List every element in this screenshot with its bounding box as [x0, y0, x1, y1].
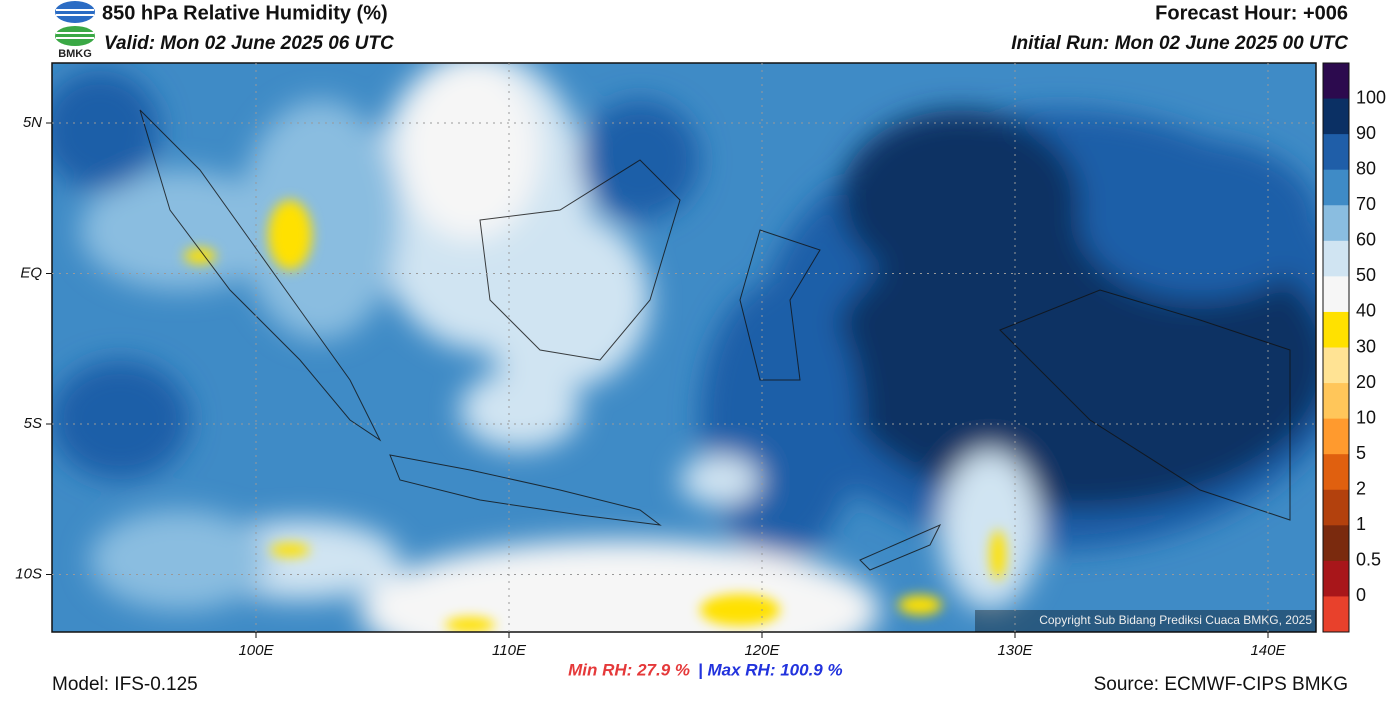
colorbar-swatch: [1323, 205, 1349, 242]
lon-label: 120E: [744, 642, 780, 659]
colorbar-swatch: [1323, 596, 1349, 633]
lat-label: 10S: [15, 565, 42, 582]
colorbar-swatch: [1323, 169, 1349, 206]
colorbar-label: 2: [1356, 479, 1366, 499]
source: Source: ECMWF-CIPS BMKG: [1094, 674, 1348, 695]
colorbar-swatch: [1323, 276, 1349, 313]
lon-label: 130E: [997, 642, 1033, 659]
colorbar: 100 90 80 70 60 50 40 30 20 10 5 2 1 0.5 0: [1322, 62, 1386, 633]
lon-label: 140E: [1250, 642, 1286, 659]
title: 850 hPa Relative Humidity (%): [102, 2, 388, 24]
colorbar-swatch: [1323, 418, 1349, 455]
colorbar-swatch: [1323, 347, 1349, 384]
copyright: Copyright Sub Bidang Prediksi Cuaca BMKG…: [1039, 613, 1312, 627]
colorbar-swatch: [1323, 311, 1349, 348]
humidity-field: [52, 63, 1316, 632]
model: Model: IFS-0.125: [52, 674, 198, 695]
colorbar-swatch: [1323, 134, 1349, 171]
colorbar-label: 20: [1356, 372, 1376, 392]
colorbar-frame: [1322, 62, 1350, 633]
colorbar-label: 90: [1356, 123, 1376, 143]
graticule: 5N EQ 5S 10S 100E 110E 120E 130E 140E: [15, 63, 1316, 659]
colorbar-label: 50: [1356, 265, 1376, 285]
min-rh: Min RH: 27.9 %: [568, 660, 690, 679]
valid-time: Valid: Mon 02 June 2025 06 UTC: [104, 33, 394, 54]
colorbar-swatch: [1323, 525, 1349, 562]
forecast-hour: Forecast Hour: +006: [1155, 2, 1348, 24]
copyright-box: [975, 610, 1316, 632]
colorbar-label: 5: [1356, 443, 1366, 463]
map-frame: [51, 62, 1317, 633]
colorbar-label: 80: [1356, 158, 1376, 178]
lat-label: 5N: [23, 114, 42, 131]
colorbar-swatch: [1323, 383, 1349, 420]
initial-run: Initial Run: Mon 02 June 2025 00 UTC: [1011, 33, 1348, 54]
logo-text: BMKG: [58, 48, 92, 60]
colorbar-label: 10: [1356, 407, 1376, 427]
colorbar-label: 30: [1356, 336, 1376, 356]
colorbar-label: 0.5: [1356, 550, 1381, 570]
max-rh: | Max RH: 100.9 %: [698, 660, 843, 679]
colorbar-swatch: [1323, 454, 1349, 491]
colorbar-swatch: [1323, 560, 1349, 597]
logo: BMKG: [55, 1, 95, 60]
colorbar-swatch: [1323, 98, 1349, 135]
lat-label: EQ: [20, 264, 42, 281]
colorbar-label: 100: [1356, 87, 1386, 107]
colorbar-label: 40: [1356, 301, 1376, 321]
colorbar-label: 60: [1356, 230, 1376, 250]
lon-label: 110E: [492, 642, 527, 659]
lat-label: 5S: [24, 415, 42, 432]
colorbar-label: 0: [1356, 585, 1366, 605]
colorbar-swatch: [1323, 63, 1349, 100]
colorbar-label: 70: [1356, 194, 1376, 214]
colorbar-swatch: [1323, 489, 1349, 526]
lon-label: 100E: [238, 642, 274, 659]
colorbar-label: 1: [1356, 514, 1366, 534]
colorbar-swatch: [1323, 240, 1349, 277]
